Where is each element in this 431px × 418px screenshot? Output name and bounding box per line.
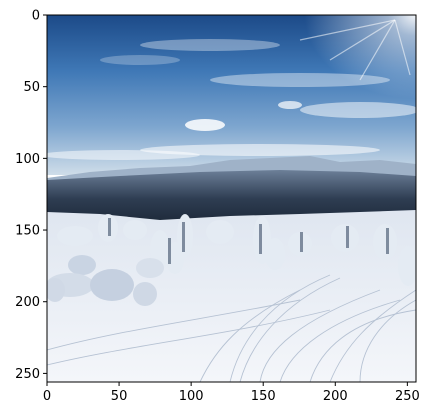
tree-shadows (108, 218, 389, 264)
sun-glare (230, 15, 416, 155)
snow-field (47, 210, 416, 382)
x-tick-label: 50 (111, 389, 128, 404)
snow-landscape-photo (47, 15, 416, 382)
x-tick-label: 250 (395, 389, 420, 404)
x-tick-label: 0 (43, 389, 51, 404)
ski-tracks (47, 274, 416, 382)
axes-frame (46, 14, 417, 383)
x-tick-label: 200 (323, 389, 348, 404)
x-axis: 0 50 100 150 200 250 (43, 382, 420, 404)
y-tick-label: 50 (23, 80, 40, 95)
sun-rays (299, 19, 411, 81)
x-tick-label: 150 (251, 389, 276, 404)
snow-mounds (47, 255, 164, 306)
y-tick-label: 0 (32, 9, 40, 24)
y-tick-label: 250 (15, 367, 40, 382)
y-tick-label: 150 (15, 224, 40, 239)
y-tick-label: 100 (15, 152, 40, 167)
y-axis: 0 50 100 150 200 250 (15, 9, 47, 382)
x-tick-label: 100 (179, 389, 204, 404)
y-tick-label: 200 (15, 295, 40, 310)
